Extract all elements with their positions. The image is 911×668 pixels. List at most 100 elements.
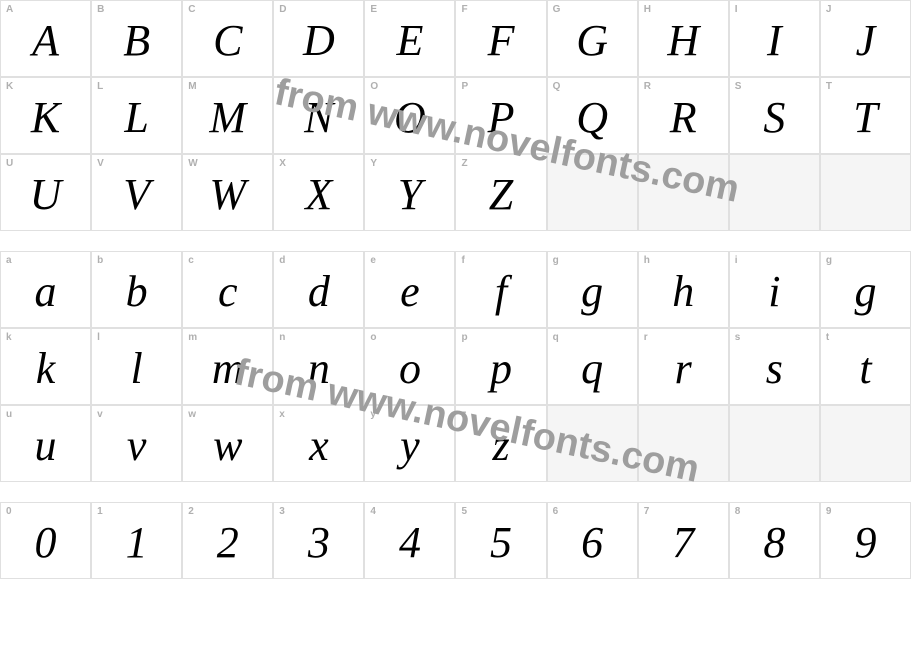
section-spacer <box>0 231 911 251</box>
key-label: D <box>279 4 286 15</box>
glyph-cell: rr <box>638 328 729 405</box>
key-label: W <box>188 158 197 169</box>
empty-cell <box>638 154 729 231</box>
glyph: H <box>639 1 728 76</box>
key-label: N <box>279 81 286 92</box>
glyph: J <box>821 1 910 76</box>
glyph: r <box>639 329 728 404</box>
glyph-cell: HH <box>638 0 729 77</box>
glyph-cell: nn <box>273 328 364 405</box>
key-label: J <box>826 4 832 15</box>
glyph-cell: JJ <box>820 0 911 77</box>
key-label: 2 <box>188 506 194 517</box>
key-label: q <box>553 332 559 343</box>
glyph-cell: cc <box>182 251 273 328</box>
glyph: f <box>456 252 545 327</box>
glyph-cell: RR <box>638 77 729 154</box>
key-label: e <box>370 255 376 266</box>
glyph: Q <box>548 78 637 153</box>
glyph: Y <box>365 155 454 230</box>
glyph-cell: hh <box>638 251 729 328</box>
key-label: 4 <box>370 506 376 517</box>
glyph: h <box>639 252 728 327</box>
key-label: U <box>6 158 13 169</box>
key-label: r <box>644 332 648 343</box>
character-map: AABBCCDDEEFFGGHHIIJJKKLLMMNNOOPPQQRRSSTT… <box>0 0 911 579</box>
key-label: B <box>97 4 104 15</box>
glyph-cell: LL <box>91 77 182 154</box>
key-label: 9 <box>826 506 832 517</box>
glyph-cell: ZZ <box>455 154 546 231</box>
key-label: h <box>644 255 650 266</box>
glyph: 8 <box>730 503 819 578</box>
glyph: R <box>639 78 728 153</box>
glyph: x <box>274 406 363 481</box>
glyph: 6 <box>548 503 637 578</box>
glyph-cell: QQ <box>547 77 638 154</box>
glyph: 0 <box>1 503 90 578</box>
glyph: F <box>456 1 545 76</box>
key-label: G <box>553 4 561 15</box>
key-label: T <box>826 81 832 92</box>
key-label: w <box>188 409 196 420</box>
key-label: H <box>644 4 651 15</box>
glyph: 4 <box>365 503 454 578</box>
glyph: P <box>456 78 545 153</box>
key-label: Y <box>370 158 377 169</box>
key-label: z <box>461 409 466 420</box>
glyph-cell: AA <box>0 0 91 77</box>
key-label: P <box>461 81 468 92</box>
glyph-cell: 00 <box>0 502 91 579</box>
key-label: a <box>6 255 12 266</box>
glyph-cell: qq <box>547 328 638 405</box>
glyph: e <box>365 252 454 327</box>
key-label: 7 <box>644 506 650 517</box>
glyph-cell: 11 <box>91 502 182 579</box>
glyph-cell: 88 <box>729 502 820 579</box>
key-label: n <box>279 332 285 343</box>
glyph-cell: EE <box>364 0 455 77</box>
glyph: U <box>1 155 90 230</box>
empty-cell <box>547 154 638 231</box>
key-label: d <box>279 255 285 266</box>
key-label: 8 <box>735 506 741 517</box>
glyph: g <box>821 252 910 327</box>
key-label: K <box>6 81 13 92</box>
glyph: L <box>92 78 181 153</box>
glyph-cell: BB <box>91 0 182 77</box>
glyph: 5 <box>456 503 545 578</box>
glyph: C <box>183 1 272 76</box>
glyph: b <box>92 252 181 327</box>
glyph: a <box>1 252 90 327</box>
glyph: g <box>548 252 637 327</box>
key-label: f <box>461 255 464 266</box>
glyph: N <box>274 78 363 153</box>
key-label: g <box>553 255 559 266</box>
key-label: c <box>188 255 194 266</box>
glyph-cell: OO <box>364 77 455 154</box>
glyph-cell: ff <box>455 251 546 328</box>
glyph: c <box>183 252 272 327</box>
glyph-cell: zz <box>455 405 546 482</box>
glyph-cell: PP <box>455 77 546 154</box>
empty-cell <box>638 405 729 482</box>
glyph-cell: pp <box>455 328 546 405</box>
glyph: l <box>92 329 181 404</box>
glyph-cell: WW <box>182 154 273 231</box>
glyph: v <box>92 406 181 481</box>
glyph: D <box>274 1 363 76</box>
empty-cell <box>820 154 911 231</box>
glyph-cell: MM <box>182 77 273 154</box>
glyph-cell: tt <box>820 328 911 405</box>
glyph: q <box>548 329 637 404</box>
key-label: X <box>279 158 286 169</box>
glyph: k <box>1 329 90 404</box>
lowercase-grid: aabbccddeeffgghhiiggkkllmmnnooppqqrrsstt… <box>0 251 911 482</box>
glyph-cell: mm <box>182 328 273 405</box>
glyph-cell: dd <box>273 251 364 328</box>
glyph-cell: YY <box>364 154 455 231</box>
glyph-cell: VV <box>91 154 182 231</box>
uppercase-grid: AABBCCDDEEFFGGHHIIJJKKLLMMNNOOPPQQRRSSTT… <box>0 0 911 231</box>
key-label: b <box>97 255 103 266</box>
glyph: X <box>274 155 363 230</box>
